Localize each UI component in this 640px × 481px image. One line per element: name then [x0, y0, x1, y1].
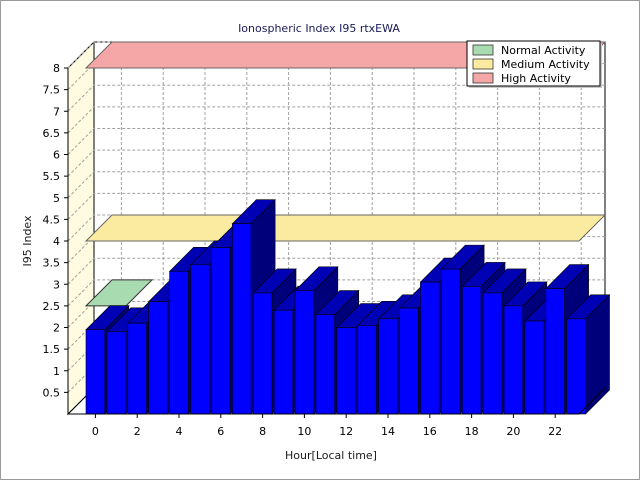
bar-front [357, 325, 377, 415]
y-tick-label: 7 [53, 105, 60, 118]
gridline-y [67, 149, 605, 177]
bar-front [420, 281, 440, 415]
bar-front [106, 331, 127, 415]
y-tick-label: 8 [53, 62, 60, 75]
bar-front [169, 270, 189, 415]
legend-entry: Normal Activity [501, 44, 586, 57]
band-medium [84, 214, 607, 242]
y-tick-label: 4 [53, 235, 60, 248]
x-axis-label: Hour[Local time] [285, 449, 377, 462]
y-tick-label: 6.5 [43, 127, 61, 140]
bar-front [85, 329, 106, 415]
y-tick-label: 3 [53, 278, 60, 291]
bar-front [482, 292, 503, 415]
y-tick-label: 5.5 [43, 170, 61, 183]
bar-front [336, 327, 356, 415]
legend-swatch [472, 72, 494, 84]
y-axis-label: I95 Index [21, 215, 34, 267]
bar-front [294, 290, 315, 415]
x-tick-label: 2 [134, 425, 141, 438]
gridline-y [67, 192, 605, 220]
bar-front [127, 322, 147, 415]
gridline-y [67, 106, 605, 134]
y-tick-label: 5 [53, 192, 60, 205]
legend-entry: High Activity [501, 72, 571, 85]
x-tick-label: 16 [423, 425, 437, 438]
gridline-y [67, 128, 605, 155]
y-tick-label: 1 [53, 365, 60, 378]
gridline-y [67, 171, 605, 199]
y-tick-label: 2.5 [43, 300, 61, 313]
chart-title: Ionospheric Index I95 rtxEWA [238, 22, 400, 35]
x-tick-label: 8 [259, 425, 266, 438]
bar-front [148, 301, 168, 415]
y-tick-label: 0.5 [43, 386, 61, 399]
bar [565, 294, 611, 415]
x-tick-label: 20 [506, 425, 520, 438]
bar-front [399, 307, 419, 415]
x-tick-label: 6 [217, 425, 224, 438]
bar-front [231, 223, 252, 415]
bar-front [524, 320, 545, 415]
bar-front [190, 264, 210, 415]
bar-front [273, 309, 294, 415]
y-tick-label: 4.5 [43, 213, 61, 226]
gridline-y [67, 257, 605, 285]
x-tick-label: 22 [548, 425, 562, 438]
bar-front [211, 247, 231, 415]
y-tick-label: 2 [53, 322, 60, 335]
y-tick-label: 7.5 [43, 84, 61, 97]
legend-swatch [472, 58, 494, 70]
x-tick-label: 4 [176, 425, 183, 438]
y-tick-label: 1.5 [43, 343, 61, 356]
floor-edge [578, 387, 606, 415]
bar-front [545, 288, 565, 415]
bar-front [503, 305, 524, 415]
x-tick-label: 12 [339, 425, 353, 438]
legend-swatch [472, 44, 494, 56]
bar-front [378, 318, 398, 415]
x-tick-label: 10 [297, 425, 311, 438]
bar-front [315, 314, 336, 415]
bar-front [461, 286, 482, 415]
x-tick-label: 0 [92, 425, 99, 438]
bar-front [252, 292, 273, 415]
y-tick-label: 3.5 [43, 257, 61, 270]
bar-front [440, 268, 461, 415]
bar-front [566, 318, 586, 415]
gridline-y [67, 84, 605, 112]
legend-entry: Medium Activity [501, 58, 590, 71]
y-tick-label: 6 [53, 149, 60, 162]
x-tick-label: 18 [465, 425, 479, 438]
x-tick-label: 14 [381, 425, 395, 438]
